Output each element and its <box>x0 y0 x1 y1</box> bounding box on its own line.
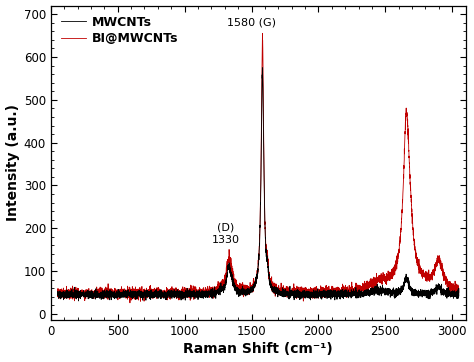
MWCNTs <box>295 296 301 300</box>
BI@MWCNTs <box>385 273 391 278</box>
BI@MWCNTs <box>208 290 214 294</box>
Line: MWCNTs: MWCNTs <box>57 68 459 301</box>
BI@MWCNTs <box>316 287 321 291</box>
Text: (D)
1330: (D) 1330 <box>212 223 240 245</box>
X-axis label: Raman Shift (cm⁻¹): Raman Shift (cm⁻¹) <box>183 342 333 357</box>
BI@MWCNTs <box>128 292 133 296</box>
Legend: MWCNTs, BI@MWCNTs: MWCNTs, BI@MWCNTs <box>57 12 182 49</box>
MWCNTs <box>260 66 265 70</box>
Line: BI@MWCNTs: BI@MWCNTs <box>57 33 459 303</box>
MWCNTs <box>128 288 133 292</box>
MWCNTs <box>76 299 82 303</box>
MWCNTs <box>385 287 391 291</box>
BI@MWCNTs <box>260 31 265 35</box>
BI@MWCNTs <box>55 294 60 298</box>
MWCNTs <box>55 291 60 296</box>
BI@MWCNTs <box>127 300 133 305</box>
BI@MWCNTs <box>354 288 360 292</box>
MWCNTs <box>456 294 462 298</box>
MWCNTs <box>316 290 321 294</box>
BI@MWCNTs <box>456 290 462 294</box>
Text: 1580 (G): 1580 (G) <box>227 18 276 28</box>
BI@MWCNTs <box>295 289 301 294</box>
MWCNTs <box>208 287 214 291</box>
MWCNTs <box>354 295 360 300</box>
Y-axis label: Intensity (a.u.): Intensity (a.u.) <box>6 105 19 222</box>
